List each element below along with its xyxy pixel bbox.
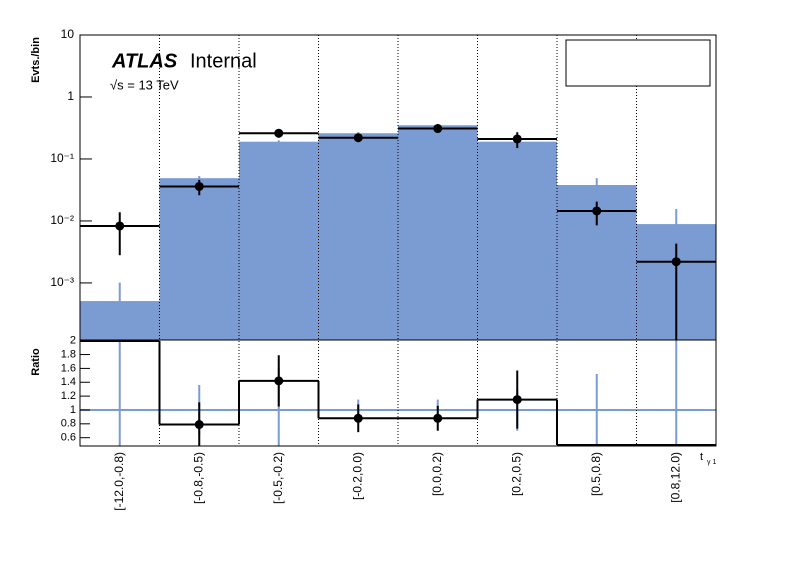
ratio-axis-label: Ratio [30, 348, 42, 376]
x-tick-label: [-0.5,-0.2) [271, 452, 285, 504]
bar [477, 141, 557, 340]
ratio-y-tick-label: 0.6 [61, 432, 76, 444]
data-point [274, 128, 284, 138]
x-tick-label: [0.0,0.2) [430, 452, 444, 496]
ratio-y-tick-label: 1.8 [61, 348, 76, 360]
ratio-y-tick-label: 0.8 [61, 418, 76, 430]
data-point [671, 257, 681, 267]
ratio-frame [79, 339, 717, 447]
x-tick-label: [-0.2,0.0) [350, 452, 364, 500]
bar [318, 133, 398, 340]
energy-label: √s = 13 TeV [110, 77, 179, 92]
ratio-plot [80, 340, 716, 446]
x-axis-label-sub: γ 1 [707, 459, 716, 466]
data-point [194, 181, 204, 191]
ratio-y-tick-label: 2 [70, 335, 76, 347]
status-label: Internal [190, 50, 257, 72]
ratio-y-tick-label: 1.6 [61, 362, 76, 374]
data-point [512, 134, 522, 144]
x-tick-label: [0.8,12.0) [668, 452, 682, 503]
x-axis-label: t [700, 451, 703, 463]
ratio-point [512, 395, 522, 405]
y-tick-label: 10⁻² [50, 213, 74, 227]
data-point [433, 124, 443, 134]
bar [159, 178, 239, 340]
y-tick-label: 10 [61, 27, 75, 41]
y-tick-label: 10⁻¹ [50, 151, 74, 165]
legend-box [565, 39, 711, 87]
y-tick-label: 1 [67, 89, 74, 103]
data-point [353, 133, 363, 143]
experiment-label: ATLAS [111, 50, 178, 72]
y-tick-label: 10⁻³ [50, 275, 74, 289]
ratio-point [274, 376, 284, 386]
ratio-y-tick-label: 1.4 [61, 376, 76, 388]
x-tick-label: [0.2,0.5) [509, 452, 523, 496]
ratio-point [433, 413, 443, 423]
x-tick-label: [-0.8,-0.5) [191, 452, 205, 504]
y-axis-label: Evts./bin [30, 37, 42, 83]
x-tick-label: [0.5,0.8) [589, 452, 603, 496]
ratio-y-tick-label: 1 [70, 404, 76, 416]
x-tick-label: [-12.0,-0.8) [112, 452, 126, 511]
main-plot [80, 124, 716, 340]
ratio-point [194, 420, 204, 430]
data-point [115, 221, 125, 231]
bar [398, 125, 478, 340]
ratio-y-tick-label: 1.2 [61, 390, 76, 402]
bar [239, 141, 319, 340]
data-point [592, 206, 602, 216]
ratio-point [353, 413, 363, 423]
